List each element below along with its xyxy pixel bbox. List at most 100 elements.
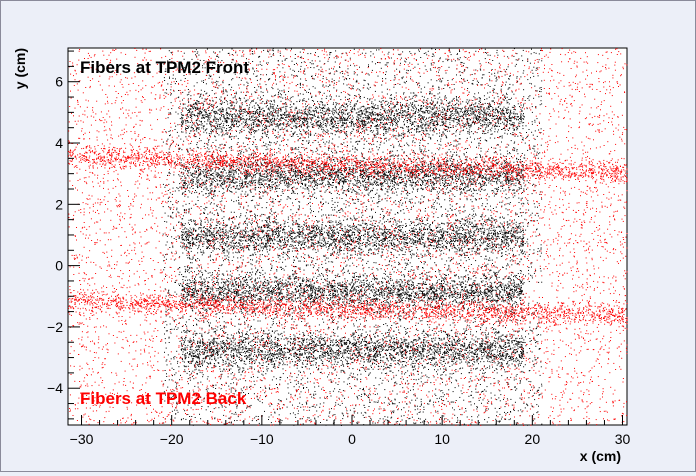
data-point <box>512 134 513 135</box>
data-point <box>290 394 291 395</box>
data-point <box>379 101 380 102</box>
data-point <box>222 198 223 199</box>
data-point <box>532 185 533 186</box>
data-point <box>481 392 482 393</box>
data-point <box>541 87 542 88</box>
data-point <box>280 267 281 268</box>
data-point <box>378 401 379 402</box>
data-point <box>409 418 410 419</box>
data-point <box>328 248 329 249</box>
data-point <box>206 189 207 190</box>
data-point <box>185 78 186 79</box>
data-point <box>447 285 448 286</box>
data-point <box>211 146 212 147</box>
data-point <box>384 368 385 369</box>
data-point <box>397 394 398 395</box>
data-point <box>534 148 535 149</box>
data-point <box>247 314 248 315</box>
data-point <box>318 142 319 143</box>
data-point <box>368 252 369 253</box>
data-point <box>206 217 207 218</box>
data-point <box>240 156 241 157</box>
data-point <box>446 59 447 60</box>
data-point <box>411 375 412 376</box>
data-point <box>171 84 172 85</box>
data-point <box>484 365 485 366</box>
data-point <box>298 381 299 382</box>
data-point <box>420 422 421 423</box>
data-point <box>279 414 280 415</box>
data-point <box>430 258 431 259</box>
data-point <box>521 271 522 272</box>
data-point <box>488 114 489 115</box>
data-point <box>206 409 207 410</box>
data-point <box>235 226 236 227</box>
data-point <box>326 218 327 219</box>
data-point <box>429 134 430 135</box>
data-point <box>338 255 339 256</box>
data-point <box>475 389 476 390</box>
data-point <box>497 93 498 94</box>
data-point <box>183 317 184 318</box>
data-point <box>487 151 488 152</box>
data-point <box>531 387 532 388</box>
data-point <box>274 102 275 103</box>
data-point <box>335 50 336 51</box>
data-point <box>320 351 321 352</box>
data-point <box>464 63 465 64</box>
data-point <box>446 216 447 217</box>
data-point <box>179 274 180 275</box>
data-point <box>399 71 400 72</box>
data-point <box>270 209 271 210</box>
data-point <box>271 414 272 415</box>
data-point <box>164 187 165 188</box>
data-point <box>389 371 390 372</box>
data-point <box>319 120 320 121</box>
data-point <box>400 112 401 113</box>
data-point <box>532 213 533 214</box>
data-point <box>439 58 440 59</box>
data-point <box>356 266 357 267</box>
data-point <box>375 402 376 403</box>
data-point <box>341 172 342 173</box>
data-point <box>379 222 380 223</box>
data-point <box>285 97 286 98</box>
data-point <box>391 379 392 380</box>
data-point <box>235 52 236 53</box>
data-point <box>414 317 415 318</box>
data-point <box>362 176 363 177</box>
data-point <box>359 209 360 210</box>
data-point <box>358 94 359 95</box>
data-point <box>489 309 490 310</box>
data-point <box>310 290 311 291</box>
data-point <box>375 394 376 395</box>
data-point <box>449 131 450 132</box>
data-point <box>375 237 376 238</box>
data-point <box>256 70 257 71</box>
data-point <box>342 198 343 199</box>
data-point <box>426 69 427 70</box>
data-point <box>471 226 472 227</box>
data-point <box>349 377 350 378</box>
data-point <box>343 269 344 270</box>
data-point <box>279 184 280 185</box>
data-point <box>440 423 441 424</box>
data-point <box>470 365 471 366</box>
data-point <box>483 376 484 377</box>
data-point <box>313 365 314 366</box>
data-point <box>304 113 305 114</box>
data-point <box>315 167 316 168</box>
data-point <box>363 301 364 302</box>
data-point <box>183 205 184 206</box>
data-point <box>456 152 457 153</box>
data-point <box>341 234 342 235</box>
data-point <box>516 361 517 362</box>
data-point <box>525 254 526 255</box>
data-point <box>190 380 191 381</box>
data-point <box>388 303 389 304</box>
data-point <box>485 351 486 352</box>
data-point <box>520 121 521 122</box>
data-point <box>223 220 224 221</box>
data-point <box>205 270 206 271</box>
data-point <box>327 160 328 161</box>
